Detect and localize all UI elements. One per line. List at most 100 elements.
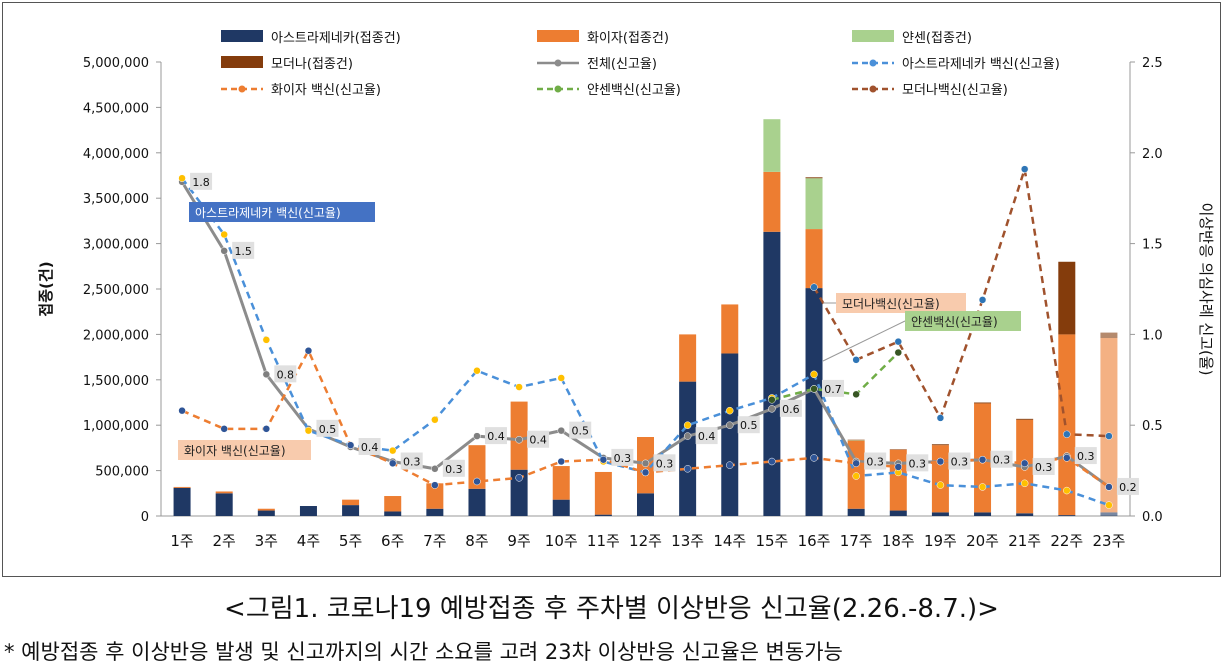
- bar-segment: [384, 496, 402, 512]
- legend-swatch: [852, 30, 894, 42]
- callout-label: 모더나백신(신고율): [842, 297, 940, 311]
- series-point: [388, 446, 397, 455]
- series-point: [978, 483, 987, 491]
- data-label-box: [695, 427, 718, 445]
- series-point: [683, 465, 692, 473]
- y-right-tick-label: 0.5: [1142, 419, 1163, 434]
- y-right-tick-label: 1.0: [1142, 328, 1163, 343]
- data-label-box: [611, 448, 634, 466]
- y-left-tick-label: 3,000,000: [83, 238, 149, 253]
- x-tick-label: 20주: [966, 532, 999, 550]
- bar-segment: [215, 493, 233, 516]
- series-point: [262, 370, 271, 379]
- bar-segment: [594, 514, 612, 516]
- x-tick-label: 11주: [587, 532, 620, 550]
- y-left-tick-label: 500,000: [95, 465, 149, 480]
- series-point: [852, 356, 860, 364]
- legend-label: 화이자 백신(신고율): [271, 83, 381, 98]
- legend-label: 아스트라제네카 백신(신고율): [902, 57, 1060, 72]
- bar-segment: [931, 512, 949, 516]
- bar-segment: [679, 334, 697, 382]
- callout-leader: [822, 320, 906, 362]
- x-tick-label: 8주: [465, 532, 488, 550]
- series-line: [812, 168, 1109, 438]
- bar-segment: [468, 488, 486, 516]
- y-left-tick-label: 3,500,000: [83, 192, 149, 207]
- series-point: [1105, 501, 1113, 509]
- bar-segment: [889, 449, 907, 511]
- series-point: [220, 247, 228, 255]
- legend-swatch-point: [554, 85, 562, 93]
- legend-swatch: [221, 56, 263, 68]
- series-point: [810, 283, 818, 291]
- y-left-tick-label: 2,500,000: [83, 283, 149, 298]
- data-label: 0.4: [529, 434, 547, 447]
- y-right-tick-label: 2.5: [1142, 56, 1163, 71]
- bar-segment: [1100, 512, 1118, 516]
- series-point: [810, 385, 818, 393]
- series-point: [936, 414, 945, 422]
- series-point: [515, 435, 523, 444]
- series-point: [1105, 432, 1113, 440]
- series-point: [1020, 479, 1029, 488]
- data-label-box: [316, 419, 339, 437]
- legend-swatch-point: [869, 85, 877, 93]
- y-right-tick-label: 2.0: [1142, 147, 1163, 162]
- series-point: [473, 477, 481, 486]
- data-label: 0.4: [361, 441, 379, 454]
- bar-segment: [552, 499, 570, 516]
- series-point: [936, 457, 945, 466]
- series-point: [1020, 165, 1029, 173]
- data-label-box: [864, 452, 887, 470]
- x-tick-label: 9주: [507, 532, 530, 550]
- bar-segment: [721, 304, 739, 354]
- series-point: [1020, 459, 1029, 468]
- data-label-box: [948, 452, 971, 470]
- callout-box: [178, 440, 311, 460]
- y-left-tick-label: 2,000,000: [83, 328, 149, 343]
- x-tick-label: 10주: [545, 532, 578, 550]
- x-tick-label: 21주: [1008, 532, 1041, 550]
- data-label-box: [1074, 447, 1097, 465]
- bar-segment: [1016, 513, 1034, 516]
- series-point: [515, 383, 523, 391]
- series-point: [978, 296, 987, 304]
- bar-segment: [299, 506, 317, 516]
- callout-box: [836, 293, 966, 313]
- bar-segment: [931, 444, 949, 446]
- data-label: 0.3: [866, 456, 884, 469]
- x-tick-label: 16주: [798, 532, 831, 550]
- y-left-axis-title: 접종(건): [37, 261, 55, 316]
- legend-swatch: [537, 30, 579, 42]
- legend-label: 아스트라제네카(접종건): [271, 31, 401, 46]
- data-label: 0.7: [824, 383, 842, 396]
- series-point: [431, 465, 439, 473]
- x-tick-label: 13주: [671, 532, 704, 550]
- bar-segment: [215, 491, 233, 494]
- series-point: [810, 370, 818, 379]
- x-tick-label: 1주: [170, 532, 193, 550]
- callout-label: 아스트라제네카 백신(신고율): [195, 206, 341, 220]
- series-point: [473, 366, 481, 375]
- y-left-tick-label: 1,000,000: [83, 419, 149, 434]
- data-label: 0.3: [445, 463, 463, 476]
- series-point: [515, 474, 523, 482]
- series-point: [1063, 486, 1071, 495]
- bar-segment: [426, 508, 444, 516]
- x-tick-label: 4주: [297, 532, 320, 550]
- bar-segment: [1016, 418, 1034, 420]
- bar-segment: [805, 229, 823, 289]
- series-point: [852, 390, 860, 399]
- series-point: [894, 463, 903, 471]
- series-point: [262, 336, 271, 344]
- series-point: [726, 406, 734, 415]
- series-point: [557, 457, 565, 466]
- data-label-box: [779, 399, 802, 417]
- data-label: 0.3: [993, 454, 1011, 467]
- bar-segment: [805, 178, 823, 230]
- data-label: 0.3: [403, 456, 421, 469]
- series-point: [431, 416, 439, 424]
- legend-swatch: [221, 30, 263, 42]
- bar-segment: [763, 119, 781, 172]
- legend-swatch-point: [238, 85, 246, 93]
